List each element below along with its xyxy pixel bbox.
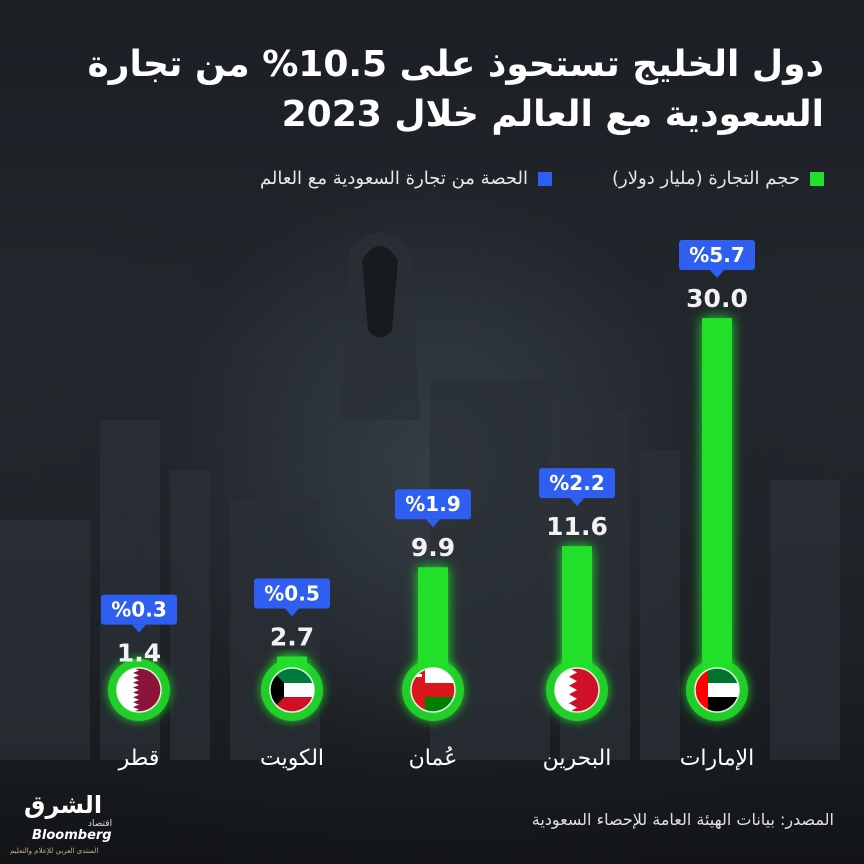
share-badge [254,578,330,609]
data-label-share: %0.5 [264,582,319,606]
share-badge-pointer [285,608,299,617]
share-badge-pointer [426,519,440,528]
legend: حجم التجارة (مليار دولار) الحصة من تجارة… [40,168,824,189]
category-label: الإمارات [680,746,755,771]
legend-item-volume: حجم التجارة (مليار دولار) [612,168,824,189]
bar-volume [702,318,732,690]
logo-sub-text: اقتصاد [88,819,113,829]
category-label: البحرين [543,746,612,771]
bar-volume [562,546,592,690]
uae-flag-icon [694,667,740,713]
qatar-flag-icon [116,667,162,713]
share-badge-pointer [710,270,724,278]
data-label-share: %5.7 [689,243,744,267]
share-badge-pointer [570,498,584,507]
category-label: قطر [118,746,160,771]
data-label-volume: 11.6 [546,512,608,541]
logo-tagline: المنتدى العربي للإعلام والتعليم [10,847,99,855]
data-label-share: %0.3 [111,598,166,622]
data-label-volume: 9.9 [411,533,455,562]
legend-label-share: الحصة من تجارة السعودية مع العالم [259,168,529,189]
logo-main-text: الشرق [24,791,103,819]
data-label-volume: 2.7 [270,623,314,652]
share-badge [395,489,471,520]
data-label-volume: 30.0 [686,284,748,313]
share-badge [101,594,177,625]
source-note: المصدر: بيانات الهيئة العامة للإحصاء الس… [531,810,834,829]
share-badge-pointer [132,624,146,633]
category-label: الكويت [260,746,324,771]
asharq-bloomberg-logo: الشرق اقتصاد Bloomberg المنتدى العربي لل… [10,785,120,860]
oman-flag-icon [410,667,456,713]
share-badge [539,468,615,499]
share-badge [679,240,755,270]
chart-title: دول الخليج تستحوذ على 10.5% من تجارة الس… [87,44,824,135]
legend-item-share: الحصة من تجارة السعودية مع العالم [259,168,553,189]
legend-swatch-share [538,171,553,186]
data-label-share: %2.2 [549,471,604,495]
logo-brand-text: Bloomberg [32,828,112,843]
legend-swatch-volume [810,171,824,186]
bahrain-flag-icon [554,667,600,713]
kuwait-flag-icon [269,667,315,713]
data-label-share: %1.9 [405,492,460,516]
category-label: عُمان [409,746,458,771]
data-label-volume: 1.4 [117,639,161,668]
legend-label-volume: حجم التجارة (مليار دولار) [612,168,800,189]
